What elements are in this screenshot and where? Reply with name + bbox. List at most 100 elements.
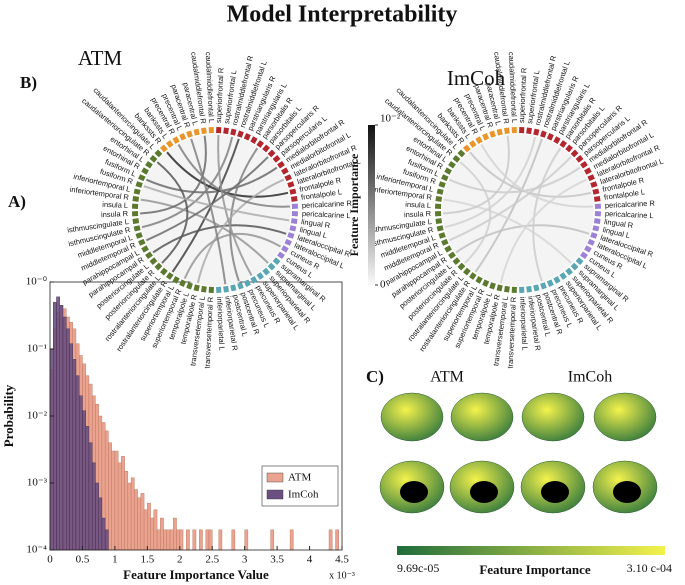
node-marker: [448, 161, 456, 169]
node-marker: [504, 127, 510, 135]
chord-edge: [459, 161, 492, 264]
chord-edge: [448, 166, 581, 194]
node-marker: [575, 155, 584, 163]
chord-edge: [145, 166, 278, 194]
node-marker: [289, 225, 297, 232]
node-marker: [277, 251, 285, 259]
node-marker: [133, 225, 141, 232]
node-marker: [504, 285, 510, 293]
node-marker: [272, 155, 281, 163]
chord-edge: [499, 178, 588, 284]
histogram-bar: [104, 529, 109, 551]
node-marker: [436, 188, 444, 195]
node-marker: [452, 257, 461, 265]
histogram-bar: [124, 471, 129, 551]
brain-lateral: [380, 392, 444, 442]
chord-edge: [190, 138, 227, 285]
chord-edge: [152, 224, 287, 254]
node-marker: [441, 238, 449, 246]
chord-edge: [156, 161, 189, 264]
node-marker: [496, 128, 503, 136]
node-marker: [457, 149, 466, 158]
colorbar-min-label: 9.69c-05: [397, 561, 439, 575]
node-marker: [452, 155, 461, 163]
brain-medial-wall: [470, 481, 498, 503]
y-tick-label: 10⁻²: [27, 410, 48, 422]
node-label: inferiorparietal L: [215, 297, 226, 351]
node-label: transversetemporal R: [506, 296, 518, 369]
chord-edge: [448, 156, 572, 242]
node-marker: [441, 174, 449, 182]
node-marker: [289, 188, 297, 195]
histogram-bar: [66, 328, 70, 551]
node-marker: [237, 282, 244, 290]
histogram-bar: [49, 348, 54, 551]
node-marker: [223, 127, 229, 135]
brain-medial-wall: [541, 481, 569, 503]
node-marker: [154, 262, 163, 271]
chord-edge: [532, 147, 562, 282]
chord-edge: [444, 136, 537, 229]
node-marker: [193, 128, 200, 136]
node-marker: [584, 167, 592, 175]
histogram-bar: [108, 442, 112, 551]
column-label: ATM: [430, 369, 464, 386]
chart-title: ATM: [78, 46, 123, 70]
x-tick-label: 3.5: [270, 554, 284, 566]
node-marker: [444, 245, 452, 253]
histogram-bar: [218, 529, 223, 551]
node-marker: [590, 181, 598, 188]
y-tick-label: 10⁻¹: [27, 343, 47, 355]
node-marker: [546, 279, 554, 287]
node-marker: [132, 196, 140, 202]
node-marker: [179, 133, 187, 141]
node-label: lingual R: [301, 217, 332, 230]
histogram-bar: [62, 316, 67, 551]
node-marker: [267, 149, 276, 158]
legend-swatch: [266, 472, 284, 483]
panel-label: A): [8, 192, 26, 211]
node-marker: [172, 276, 180, 284]
node-marker: [593, 218, 601, 224]
histogram-bar: [205, 529, 210, 551]
histogram-bar: [160, 517, 164, 551]
y-tick-label: 10⁻³: [27, 477, 48, 489]
node-marker: [135, 181, 143, 188]
node-marker: [186, 130, 193, 138]
node-marker: [546, 133, 554, 141]
node-label: pericalcarine L: [605, 209, 654, 220]
node-marker: [132, 218, 140, 224]
node-marker: [457, 262, 466, 271]
chord-edge: [455, 224, 590, 254]
chord-edge: [177, 143, 290, 208]
node-label: pericalcarine R: [302, 199, 353, 210]
chord-edge: [140, 135, 207, 215]
y-tick-label: 10⁻⁴: [26, 544, 47, 556]
histogram-bar: [270, 529, 275, 551]
node-marker: [287, 232, 295, 239]
histogram-bar: [156, 529, 161, 551]
node-label: inferiorparietal L: [518, 297, 529, 351]
node-marker: [436, 225, 444, 232]
node-marker: [166, 140, 174, 148]
colorbar: [368, 125, 375, 285]
node-marker: [570, 262, 579, 271]
node-marker: [559, 140, 567, 148]
histogram-bar: [289, 529, 294, 551]
node-label: pericalcarine R: [605, 199, 656, 210]
histogram-bar: [137, 497, 142, 551]
x-tick-label: 3: [242, 554, 248, 566]
legend-swatch: [266, 489, 284, 500]
x-tick-label: 4.5: [335, 554, 349, 566]
node-marker: [172, 136, 180, 144]
histogram-bar: [91, 462, 96, 551]
node-marker: [160, 267, 168, 276]
x-tick-label: 4: [307, 554, 313, 566]
node-label: superiorfrontal R: [214, 67, 226, 123]
histogram-bar: [56, 296, 60, 551]
node-marker: [496, 284, 503, 292]
node-marker: [145, 251, 153, 259]
node-marker: [149, 257, 158, 265]
x-tick-label: 1: [112, 554, 118, 566]
node-marker: [526, 127, 532, 135]
